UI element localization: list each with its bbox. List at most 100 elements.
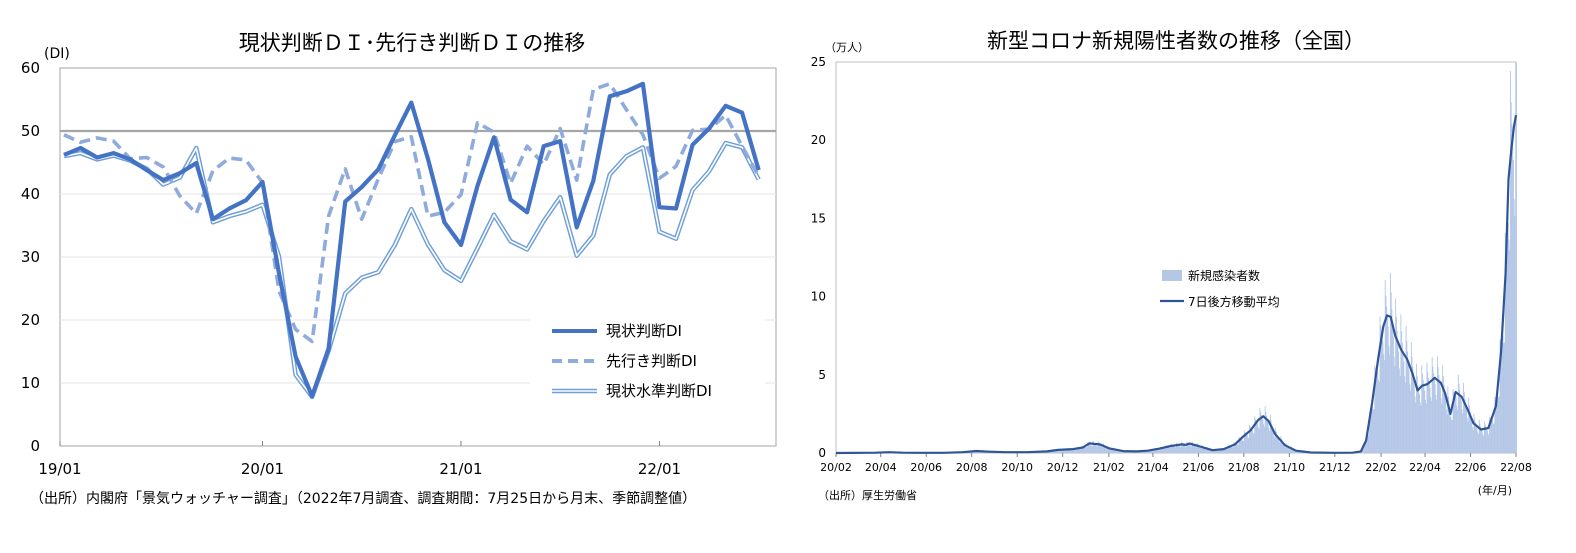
covid-daily-bar bbox=[1476, 427, 1478, 453]
covid-daily-bar bbox=[1419, 402, 1421, 453]
covid-daily-bar bbox=[1504, 232, 1506, 453]
covid-chart: 新型コロナ新規陽性者数の推移（全国） （万人） 0 5 10 15 20 25 20/02… bbox=[811, 29, 1532, 497]
covid-daily-bar bbox=[1416, 376, 1418, 453]
covid-daily-bar bbox=[1245, 433, 1247, 453]
covid-daily-bar bbox=[1486, 428, 1488, 453]
covid-daily-bar bbox=[1481, 431, 1483, 453]
covid-daily-bar bbox=[1447, 386, 1449, 453]
covid-daily-bar bbox=[1228, 445, 1230, 453]
covid-daily-bar bbox=[1381, 331, 1382, 453]
covid-daily-bar bbox=[1150, 449, 1152, 453]
covid-daily-bar bbox=[1258, 428, 1260, 453]
covid-daily-bar bbox=[1110, 448, 1112, 453]
covid-daily-bar bbox=[1143, 451, 1145, 453]
covid-daily-bar bbox=[1382, 340, 1384, 453]
covid-daily-bar bbox=[1287, 446, 1289, 453]
covid-daily-bar bbox=[1254, 416, 1256, 453]
covid-daily-bar bbox=[1414, 396, 1416, 453]
covid-daily-bar bbox=[1445, 398, 1447, 453]
covid-daily-bar bbox=[1276, 434, 1278, 453]
covid-daily-bar bbox=[1168, 447, 1170, 453]
covid-daily-bar bbox=[1477, 432, 1479, 453]
covid-daily-bar bbox=[1107, 449, 1109, 453]
covid-daily-bar bbox=[1159, 449, 1161, 453]
covid-daily-bar bbox=[1201, 448, 1203, 453]
covid-daily-bar bbox=[1207, 447, 1209, 453]
covid-daily-bar bbox=[1221, 450, 1223, 453]
covid-daily-bar bbox=[1407, 351, 1409, 453]
covid-daily-bar bbox=[1193, 444, 1195, 453]
covid-xlabel: (年/月) bbox=[1478, 483, 1512, 497]
covid-daily-bar bbox=[1428, 382, 1430, 453]
covid-daily-bar bbox=[1411, 356, 1413, 453]
di-ytick-label: 50 bbox=[21, 122, 40, 140]
covid-xtick-label: 20/04 bbox=[865, 461, 897, 474]
covid-daily-bar bbox=[1211, 450, 1212, 453]
covid-daily-bar bbox=[1181, 442, 1183, 453]
covid-daily-bar bbox=[1430, 397, 1432, 453]
di-ytick-label: 60 bbox=[21, 59, 40, 77]
covid-daily-bar bbox=[1187, 443, 1189, 453]
di-ytick-label: 0 bbox=[30, 437, 40, 455]
covid-xtick-label: 22/04 bbox=[1409, 461, 1441, 474]
covid-daily-bar bbox=[1193, 443, 1195, 453]
covid-daily-bar bbox=[1184, 445, 1186, 453]
covid-daily-bar bbox=[1091, 446, 1093, 453]
covid-daily-bar bbox=[1258, 427, 1259, 453]
covid-moving-average-line bbox=[835, 115, 1518, 455]
covid-daily-bar bbox=[1380, 325, 1382, 453]
covid-daily-bar bbox=[1501, 338, 1503, 453]
covid-daily-bar bbox=[1366, 440, 1368, 453]
covid-daily-bar bbox=[1106, 448, 1108, 453]
covid-daily-bar bbox=[1369, 411, 1371, 453]
covid-daily-bar bbox=[1436, 356, 1438, 453]
covid-daily-bar bbox=[1082, 445, 1083, 453]
covid-daily-bar bbox=[1284, 446, 1286, 453]
covid-daily-bar bbox=[1434, 383, 1436, 453]
covid-daily-bar bbox=[1070, 450, 1072, 453]
covid-daily-bar bbox=[1274, 438, 1276, 453]
covid-daily-bar bbox=[1143, 451, 1145, 453]
covid-chart-title: 新型コロナ新規陽性者数の推移（全国） bbox=[987, 29, 1365, 53]
covid-daily-bar bbox=[1510, 102, 1512, 453]
covid-daily-bar bbox=[1366, 437, 1368, 453]
covid-ytick-label: 10 bbox=[811, 290, 826, 304]
covid-daily-bar bbox=[1423, 385, 1425, 453]
covid-daily-bar bbox=[1149, 451, 1151, 453]
covid-daily-bar bbox=[1081, 449, 1083, 453]
covid-daily-bar bbox=[1058, 450, 1060, 453]
covid-daily-bar bbox=[1252, 430, 1253, 453]
covid-daily-bar bbox=[1230, 446, 1232, 453]
covid-daily-bar bbox=[1371, 407, 1373, 453]
covid-daily-bar bbox=[1464, 398, 1466, 453]
covid-daily-bar bbox=[1465, 404, 1467, 453]
covid-daily-bar bbox=[1442, 364, 1444, 453]
covid-daily-bar bbox=[1413, 384, 1415, 453]
covid-daily-bar bbox=[1500, 342, 1502, 453]
covid-daily-bar bbox=[1269, 414, 1271, 453]
covid-xtick-label: 21/12 bbox=[1319, 461, 1351, 474]
covid-daily-bar bbox=[1244, 432, 1246, 453]
covid-daily-bar bbox=[1196, 447, 1198, 453]
covid-daily-bar bbox=[1204, 447, 1206, 453]
covid-daily-bar bbox=[1215, 450, 1217, 453]
covid-daily-bar bbox=[1226, 448, 1228, 453]
covid-daily-bar bbox=[1084, 446, 1086, 453]
covid-daily-bar bbox=[1391, 309, 1393, 453]
covid-daily-bar bbox=[1278, 438, 1280, 453]
covid-daily-bar bbox=[1114, 448, 1116, 453]
covid-daily-bar bbox=[1436, 399, 1438, 453]
di-xtick-label: 22/01 bbox=[638, 460, 681, 478]
covid-daily-bar bbox=[1231, 446, 1233, 453]
covid-daily-bar bbox=[1256, 422, 1258, 453]
covid-daily-bar bbox=[1067, 449, 1069, 453]
covid-daily-bar bbox=[1260, 412, 1262, 453]
di-xtick-label: 20/01 bbox=[241, 460, 284, 478]
covid-xtick-label: 20/08 bbox=[956, 461, 988, 474]
covid-daily-bar bbox=[1419, 394, 1420, 453]
covid-daily-bar bbox=[1486, 430, 1488, 453]
covid-daily-bar bbox=[1164, 448, 1166, 453]
di-chart-ylabel: (DI) bbox=[44, 46, 70, 62]
covid-daily-bar bbox=[1122, 451, 1124, 453]
covid-daily-bar bbox=[1206, 449, 1208, 453]
